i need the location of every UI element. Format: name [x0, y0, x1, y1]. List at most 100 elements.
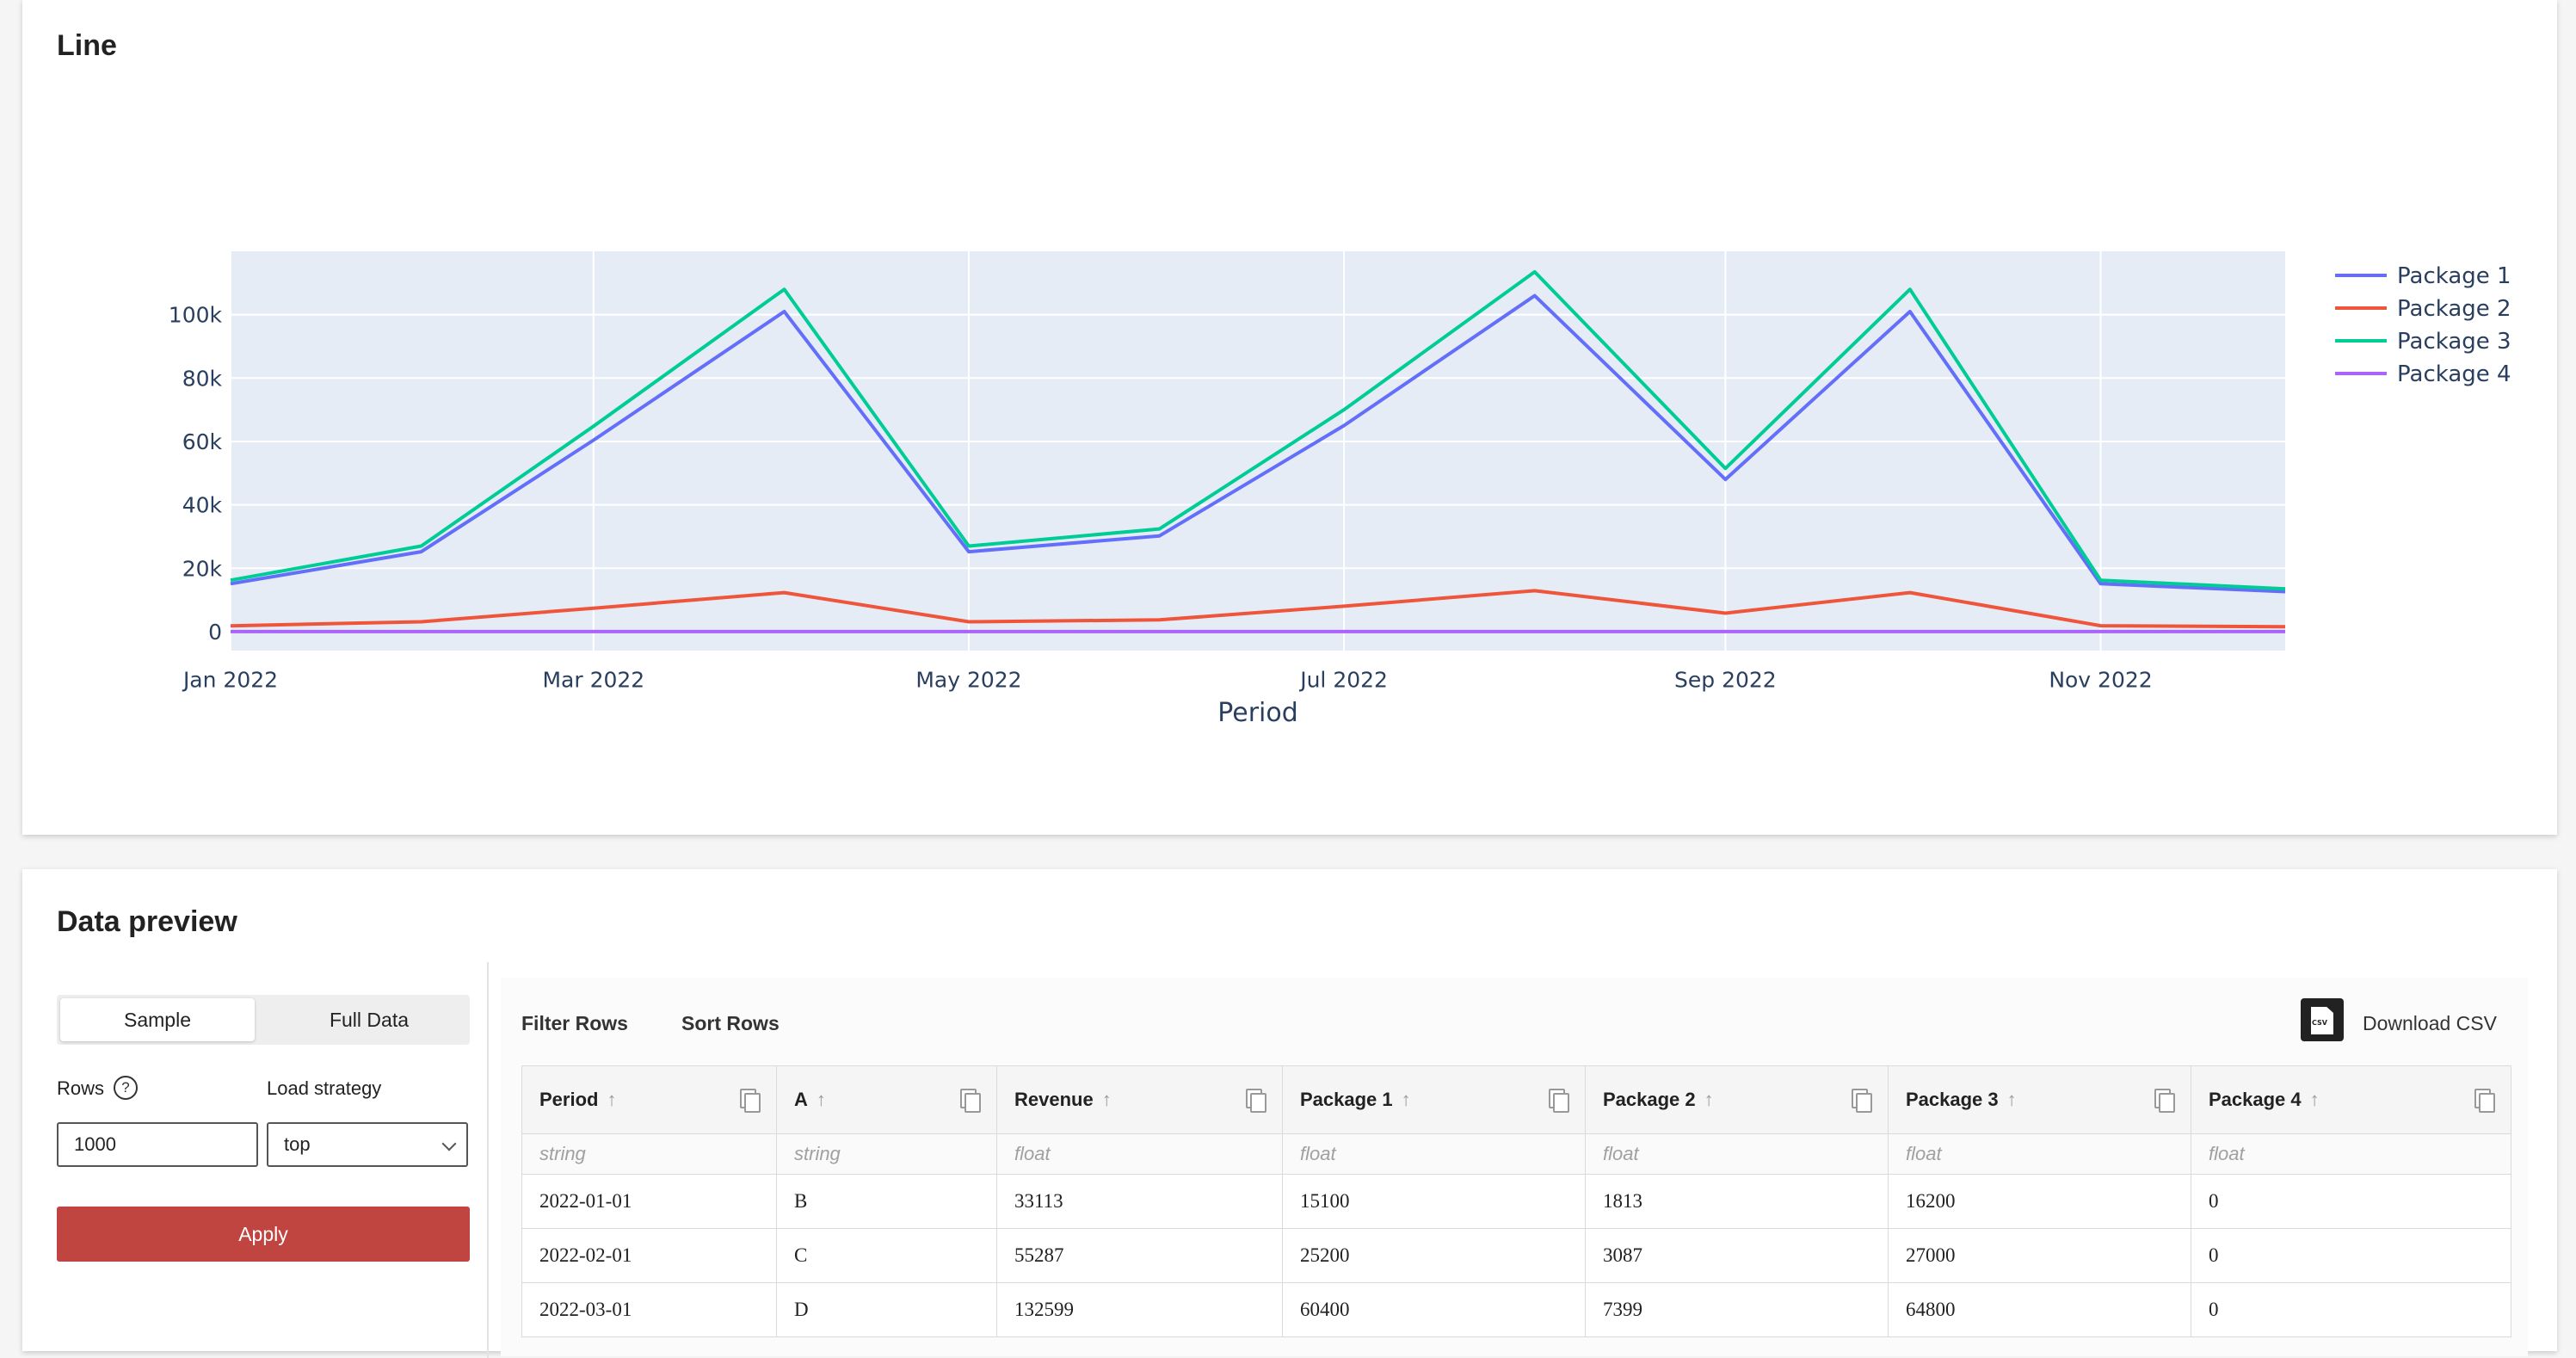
- copy-icon[interactable]: [1246, 1089, 1266, 1113]
- sort-arrow-icon[interactable]: ↑: [2309, 1089, 2320, 1110]
- x-tick-label: Jan 2022: [182, 667, 278, 692]
- column-type: float: [2191, 1133, 2511, 1175]
- download-csv-button[interactable]: Download CSV: [2363, 1012, 2497, 1034]
- column-header-a[interactable]: A ↑: [776, 1065, 997, 1134]
- table-cell[interactable]: 7399: [1585, 1282, 1889, 1337]
- sort-arrow-icon[interactable]: ↑: [1401, 1089, 1411, 1110]
- data-table: Period ↑ A ↑ Revenue ↑ Package 1 ↑ Package 2…: [521, 1065, 2511, 1337]
- column-type: string: [521, 1133, 777, 1175]
- sort-arrow-icon[interactable]: ↑: [2006, 1089, 2017, 1110]
- table-row[interactable]: 2022-02-01 C 55287 25200 3087 27000 0: [521, 1228, 2511, 1283]
- column-name: Package 4: [2209, 1089, 2302, 1110]
- table-cell[interactable]: D: [776, 1282, 997, 1337]
- csv-file-icon[interactable]: CSV: [2301, 998, 2344, 1041]
- table-cell[interactable]: 0: [2191, 1174, 2511, 1229]
- x-axis-title: Period: [1217, 698, 1298, 728]
- data-preview-title: Data preview: [57, 905, 237, 938]
- table-row[interactable]: 2022-03-01 D 132599 60400 7399 64800 0: [521, 1282, 2511, 1337]
- sort-arrow-icon[interactable]: ↑: [607, 1089, 617, 1110]
- load-strategy-label: Load strategy: [267, 1077, 382, 1099]
- load-strategy-value: top: [284, 1133, 311, 1155]
- y-tick-label: 100k: [169, 303, 223, 328]
- column-header-package-3[interactable]: Package 3 ↑: [1888, 1065, 2191, 1134]
- sort-rows-button[interactable]: Sort Rows: [681, 1012, 780, 1034]
- table-cell[interactable]: 15100: [1282, 1174, 1586, 1229]
- rows-label: Rows: [57, 1077, 105, 1099]
- data-preview-card: Data preview Sample Full Data Rows ? Loa…: [22, 869, 2557, 1358]
- sort-arrow-icon[interactable]: ↑: [1704, 1089, 1714, 1110]
- y-tick-label: 20k: [182, 556, 223, 581]
- column-name: Package 1: [1300, 1089, 1393, 1110]
- column-header-period[interactable]: Period ↑: [521, 1065, 777, 1134]
- filter-rows-button[interactable]: Filter Rows: [521, 1012, 628, 1034]
- sample-mode-toggle: Sample Full Data: [57, 995, 470, 1045]
- table-cell[interactable]: C: [776, 1228, 997, 1283]
- apply-button[interactable]: Apply: [57, 1207, 470, 1262]
- table-cell[interactable]: 2022-02-01: [521, 1228, 777, 1283]
- copy-icon[interactable]: [1852, 1089, 1872, 1113]
- table-panel: Filter Rows Sort Rows CSV Download CSV P…: [501, 978, 2528, 1356]
- csv-icon-tag: CSV: [2312, 1019, 2327, 1027]
- table-cell[interactable]: 0: [2191, 1282, 2511, 1337]
- table-cell[interactable]: 55287: [996, 1228, 1283, 1283]
- sort-arrow-icon[interactable]: ↑: [816, 1089, 826, 1110]
- table-header-row: Period ↑ A ↑ Revenue ↑ Package 1 ↑ Package 2…: [521, 1065, 2511, 1134]
- column-type: float: [1585, 1133, 1889, 1175]
- column-type: string: [776, 1133, 997, 1175]
- x-tick-label: Jul 2022: [1298, 667, 1388, 692]
- series-line-1: [230, 293, 2286, 594]
- legend-item: Package 4: [2397, 361, 2511, 387]
- y-tick-label: 80k: [182, 366, 223, 391]
- column-header-package-2[interactable]: Package 2 ↑: [1585, 1065, 1889, 1134]
- column-type-row: string string float float float float fl…: [521, 1133, 2511, 1175]
- table-cell[interactable]: 33113: [996, 1174, 1283, 1229]
- column-header-revenue[interactable]: Revenue ↑: [996, 1065, 1283, 1134]
- column-name: Package 2: [1603, 1089, 1696, 1110]
- table-cell[interactable]: 25200: [1282, 1228, 1586, 1283]
- table-cell[interactable]: 27000: [1888, 1228, 2191, 1283]
- table-cell[interactable]: 64800: [1888, 1282, 2191, 1337]
- table-cell[interactable]: 2022-01-01: [521, 1174, 777, 1229]
- chevron-down-icon: [441, 1136, 457, 1151]
- rows-input[interactable]: [57, 1122, 258, 1167]
- copy-icon[interactable]: [2154, 1089, 2175, 1113]
- column-type: float: [996, 1133, 1283, 1175]
- copy-icon[interactable]: [1549, 1089, 1569, 1113]
- table-row[interactable]: 2022-01-01 B 33113 15100 1813 16200 0: [521, 1174, 2511, 1229]
- column-type: float: [1888, 1133, 2191, 1175]
- legend-item: Package 2: [2397, 296, 2511, 322]
- column-header-package-4[interactable]: Package 4 ↑: [2191, 1065, 2511, 1134]
- table-cell[interactable]: B: [776, 1174, 997, 1229]
- table-cell[interactable]: 0: [2191, 1228, 2511, 1283]
- table-cell[interactable]: 60400: [1282, 1282, 1586, 1337]
- series-line-3: [230, 269, 2286, 591]
- table-cell[interactable]: 2022-03-01: [521, 1282, 777, 1337]
- table-cell[interactable]: 16200: [1888, 1174, 2191, 1229]
- copy-icon[interactable]: [740, 1089, 761, 1113]
- load-strategy-select[interactable]: top: [267, 1122, 468, 1167]
- chart-title: Line: [57, 29, 117, 62]
- tab-full-data[interactable]: Full Data: [329, 1009, 410, 1031]
- x-tick-label: Sep 2022: [1674, 667, 1777, 692]
- column-header-package-1[interactable]: Package 1 ↑: [1282, 1065, 1586, 1134]
- table-cell[interactable]: 1813: [1585, 1174, 1889, 1229]
- sort-arrow-icon[interactable]: ↑: [1101, 1089, 1112, 1110]
- panel-divider: [487, 962, 489, 1358]
- column-name: Package 3: [1906, 1089, 1999, 1110]
- copy-icon[interactable]: [2474, 1089, 2495, 1113]
- tab-sample[interactable]: Sample: [60, 998, 255, 1041]
- legend-item: Package 1: [2397, 263, 2511, 289]
- x-tick-label: May 2022: [915, 667, 1021, 692]
- column-name: Revenue: [1014, 1089, 1094, 1110]
- y-tick-label: 0: [208, 620, 222, 645]
- column-name: Period: [539, 1089, 599, 1110]
- table-cell[interactable]: 3087: [1585, 1228, 1889, 1283]
- copy-icon[interactable]: [960, 1089, 981, 1113]
- help-icon[interactable]: ?: [114, 1076, 138, 1100]
- column-name: A: [794, 1089, 808, 1110]
- x-tick-label: Mar 2022: [542, 667, 644, 692]
- table-cell[interactable]: 132599: [996, 1282, 1283, 1337]
- y-tick-label: 60k: [182, 429, 223, 454]
- legend-item: Package 3: [2397, 329, 2511, 355]
- line-chart: 0 20k 40k 60k 80k 100k Jan 2022 Mar 2022 May 202…: [169, 251, 2511, 728]
